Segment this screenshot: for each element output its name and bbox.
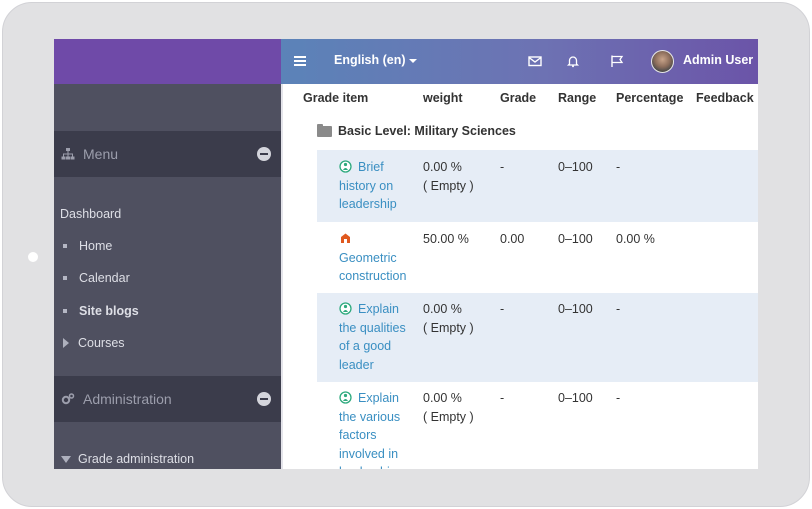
expand-arrow-icon (63, 338, 69, 348)
screen: Menu Dashboard Home Calendar Site blogs … (54, 39, 758, 469)
content-border (281, 84, 283, 469)
sitemap-icon (61, 147, 75, 161)
language-selector[interactable]: English (en) (334, 53, 417, 67)
quiz-icon (339, 160, 352, 173)
user-name[interactable]: Admin User (683, 53, 754, 67)
sidebar-item-label: Home (79, 239, 113, 253)
menu-collapse-button[interactable] (257, 147, 271, 161)
mail-icon[interactable] (528, 54, 542, 68)
language-label: English (en) (334, 53, 406, 67)
folder-icon (317, 123, 332, 137)
grade-cell: - (500, 160, 505, 174)
menu-block-title: Menu (83, 146, 119, 162)
quiz-icon (339, 302, 352, 315)
weight-value: 0.00 % (423, 160, 462, 174)
grade-item-link[interactable]: leader (339, 357, 374, 372)
sidebar-item-grade-administration[interactable]: Grade administration (61, 452, 194, 466)
column-header-feedback: Feedback (696, 91, 754, 105)
table-row: Geometric construction 50.00 % 0.00 0–10… (317, 222, 758, 293)
grade-item-link[interactable]: leadership (339, 197, 397, 211)
sidebar-item-courses[interactable]: Courses (63, 336, 125, 350)
grade-item-cell[interactable]: Geometric construction (339, 230, 406, 286)
table-row: Brief history on leadership 0.00 % ( Emp… (317, 150, 758, 222)
menu-block-header[interactable]: Menu (54, 131, 281, 177)
category-row: Basic Level: Military Sciences (317, 123, 516, 138)
sidebar-item-label: Grade administration (78, 452, 195, 466)
column-header-percentage: Percentage (616, 91, 684, 105)
sidebar-item-site-blogs[interactable]: Site blogs (63, 304, 139, 318)
menu-icon[interactable] (294, 56, 306, 66)
tablet-camera (28, 252, 38, 262)
weight-cell: 50.00 % (423, 230, 469, 249)
sidebar-item-dashboard[interactable]: Dashboard (60, 207, 122, 221)
grade-item-link[interactable]: factors (339, 428, 377, 442)
grade-item-link[interactable]: history on (339, 178, 394, 193)
weight-value: 0.00 % (423, 391, 462, 405)
grade-cell: - (500, 302, 505, 316)
grade-item-link[interactable]: the qualities (339, 320, 406, 335)
cogs-icon (61, 392, 75, 406)
admin-block-header[interactable]: Administration (54, 376, 281, 422)
table-row: Explain the various factors involved in … (317, 382, 758, 469)
grade-item-cell[interactable]: Brief history on leadership (339, 158, 397, 214)
grade-item-link[interactable]: construction (339, 269, 407, 283)
sidebar-item-label: Courses (78, 336, 125, 350)
table-row: Explain the qualities of a good leader 0… (317, 293, 758, 382)
user-avatar[interactable] (651, 50, 674, 73)
admin-collapse-button[interactable] (257, 392, 271, 406)
range-cell: 0–100 (558, 302, 593, 316)
range-cell: 0–100 (558, 160, 593, 174)
grade-report: Grade item weight Grade Range Percentage… (281, 84, 758, 469)
sidebar-item-label: Calendar (79, 271, 130, 285)
grade-cell: 0.00 (500, 232, 525, 246)
column-header-grade-item: Grade item (303, 91, 369, 105)
weight-note: ( Empty ) (423, 178, 474, 193)
grade-item-link[interactable]: leadership (339, 465, 397, 469)
weight-cell: 0.00 % ( Empty ) (423, 300, 474, 337)
brand-header (54, 39, 281, 84)
collapse-arrow-icon (61, 455, 71, 463)
weight-cell: 0.00 % ( Empty ) (423, 389, 474, 426)
sidebar-item-label: Site blogs (79, 304, 139, 318)
grade-item-link[interactable]: the various (339, 409, 401, 424)
column-header-grade: Grade (500, 91, 537, 105)
bell-icon[interactable] (566, 54, 580, 68)
grade-cell: - (500, 391, 505, 405)
grade-item-link[interactable]: Explain (358, 391, 399, 405)
caret-down-icon (408, 58, 417, 63)
weight-cell: 0.00 % ( Empty ) (423, 158, 474, 195)
quiz-icon (339, 391, 352, 404)
grade-item-link[interactable]: Brief (358, 160, 384, 174)
sidebar-item-calendar[interactable]: Calendar (63, 271, 130, 285)
column-header-range: Range (558, 91, 597, 105)
weight-note: ( Empty ) (423, 409, 474, 424)
percentage-cell: - (616, 160, 621, 174)
percentage-cell: - (616, 302, 621, 316)
bullet-icon (63, 276, 67, 280)
grade-item-link[interactable]: involved in (339, 446, 399, 461)
sidebar-item-home[interactable]: Home (63, 239, 112, 253)
range-cell: 0–100 (558, 391, 593, 405)
grade-item-link[interactable]: Explain (358, 302, 399, 316)
bullet-icon (63, 309, 67, 313)
grade-item-cell[interactable]: Explain the qualities of a good leader (339, 300, 406, 374)
grade-item-link[interactable]: Geometric (339, 250, 397, 265)
admin-block-title: Administration (83, 391, 172, 407)
flag-icon[interactable] (610, 54, 624, 68)
weight-value: 50.00 % (423, 232, 469, 246)
weight-note: ( Empty ) (423, 320, 474, 335)
grade-item-cell[interactable]: Explain the various factors involved in … (339, 389, 400, 469)
percentage-cell: - (616, 391, 621, 405)
category-name: Basic Level: Military Sciences (338, 124, 516, 138)
assignment-icon (339, 232, 352, 245)
grade-item-link[interactable]: of a good (339, 339, 392, 353)
column-header-weight: weight (423, 91, 463, 105)
percentage-cell: 0.00 % (616, 232, 655, 246)
weight-value: 0.00 % (423, 302, 462, 316)
top-navbar: English (en) Admin User (281, 39, 758, 84)
range-cell: 0–100 (558, 232, 593, 246)
bullet-icon (63, 244, 67, 248)
sidebar: Menu Dashboard Home Calendar Site blogs … (54, 39, 281, 469)
